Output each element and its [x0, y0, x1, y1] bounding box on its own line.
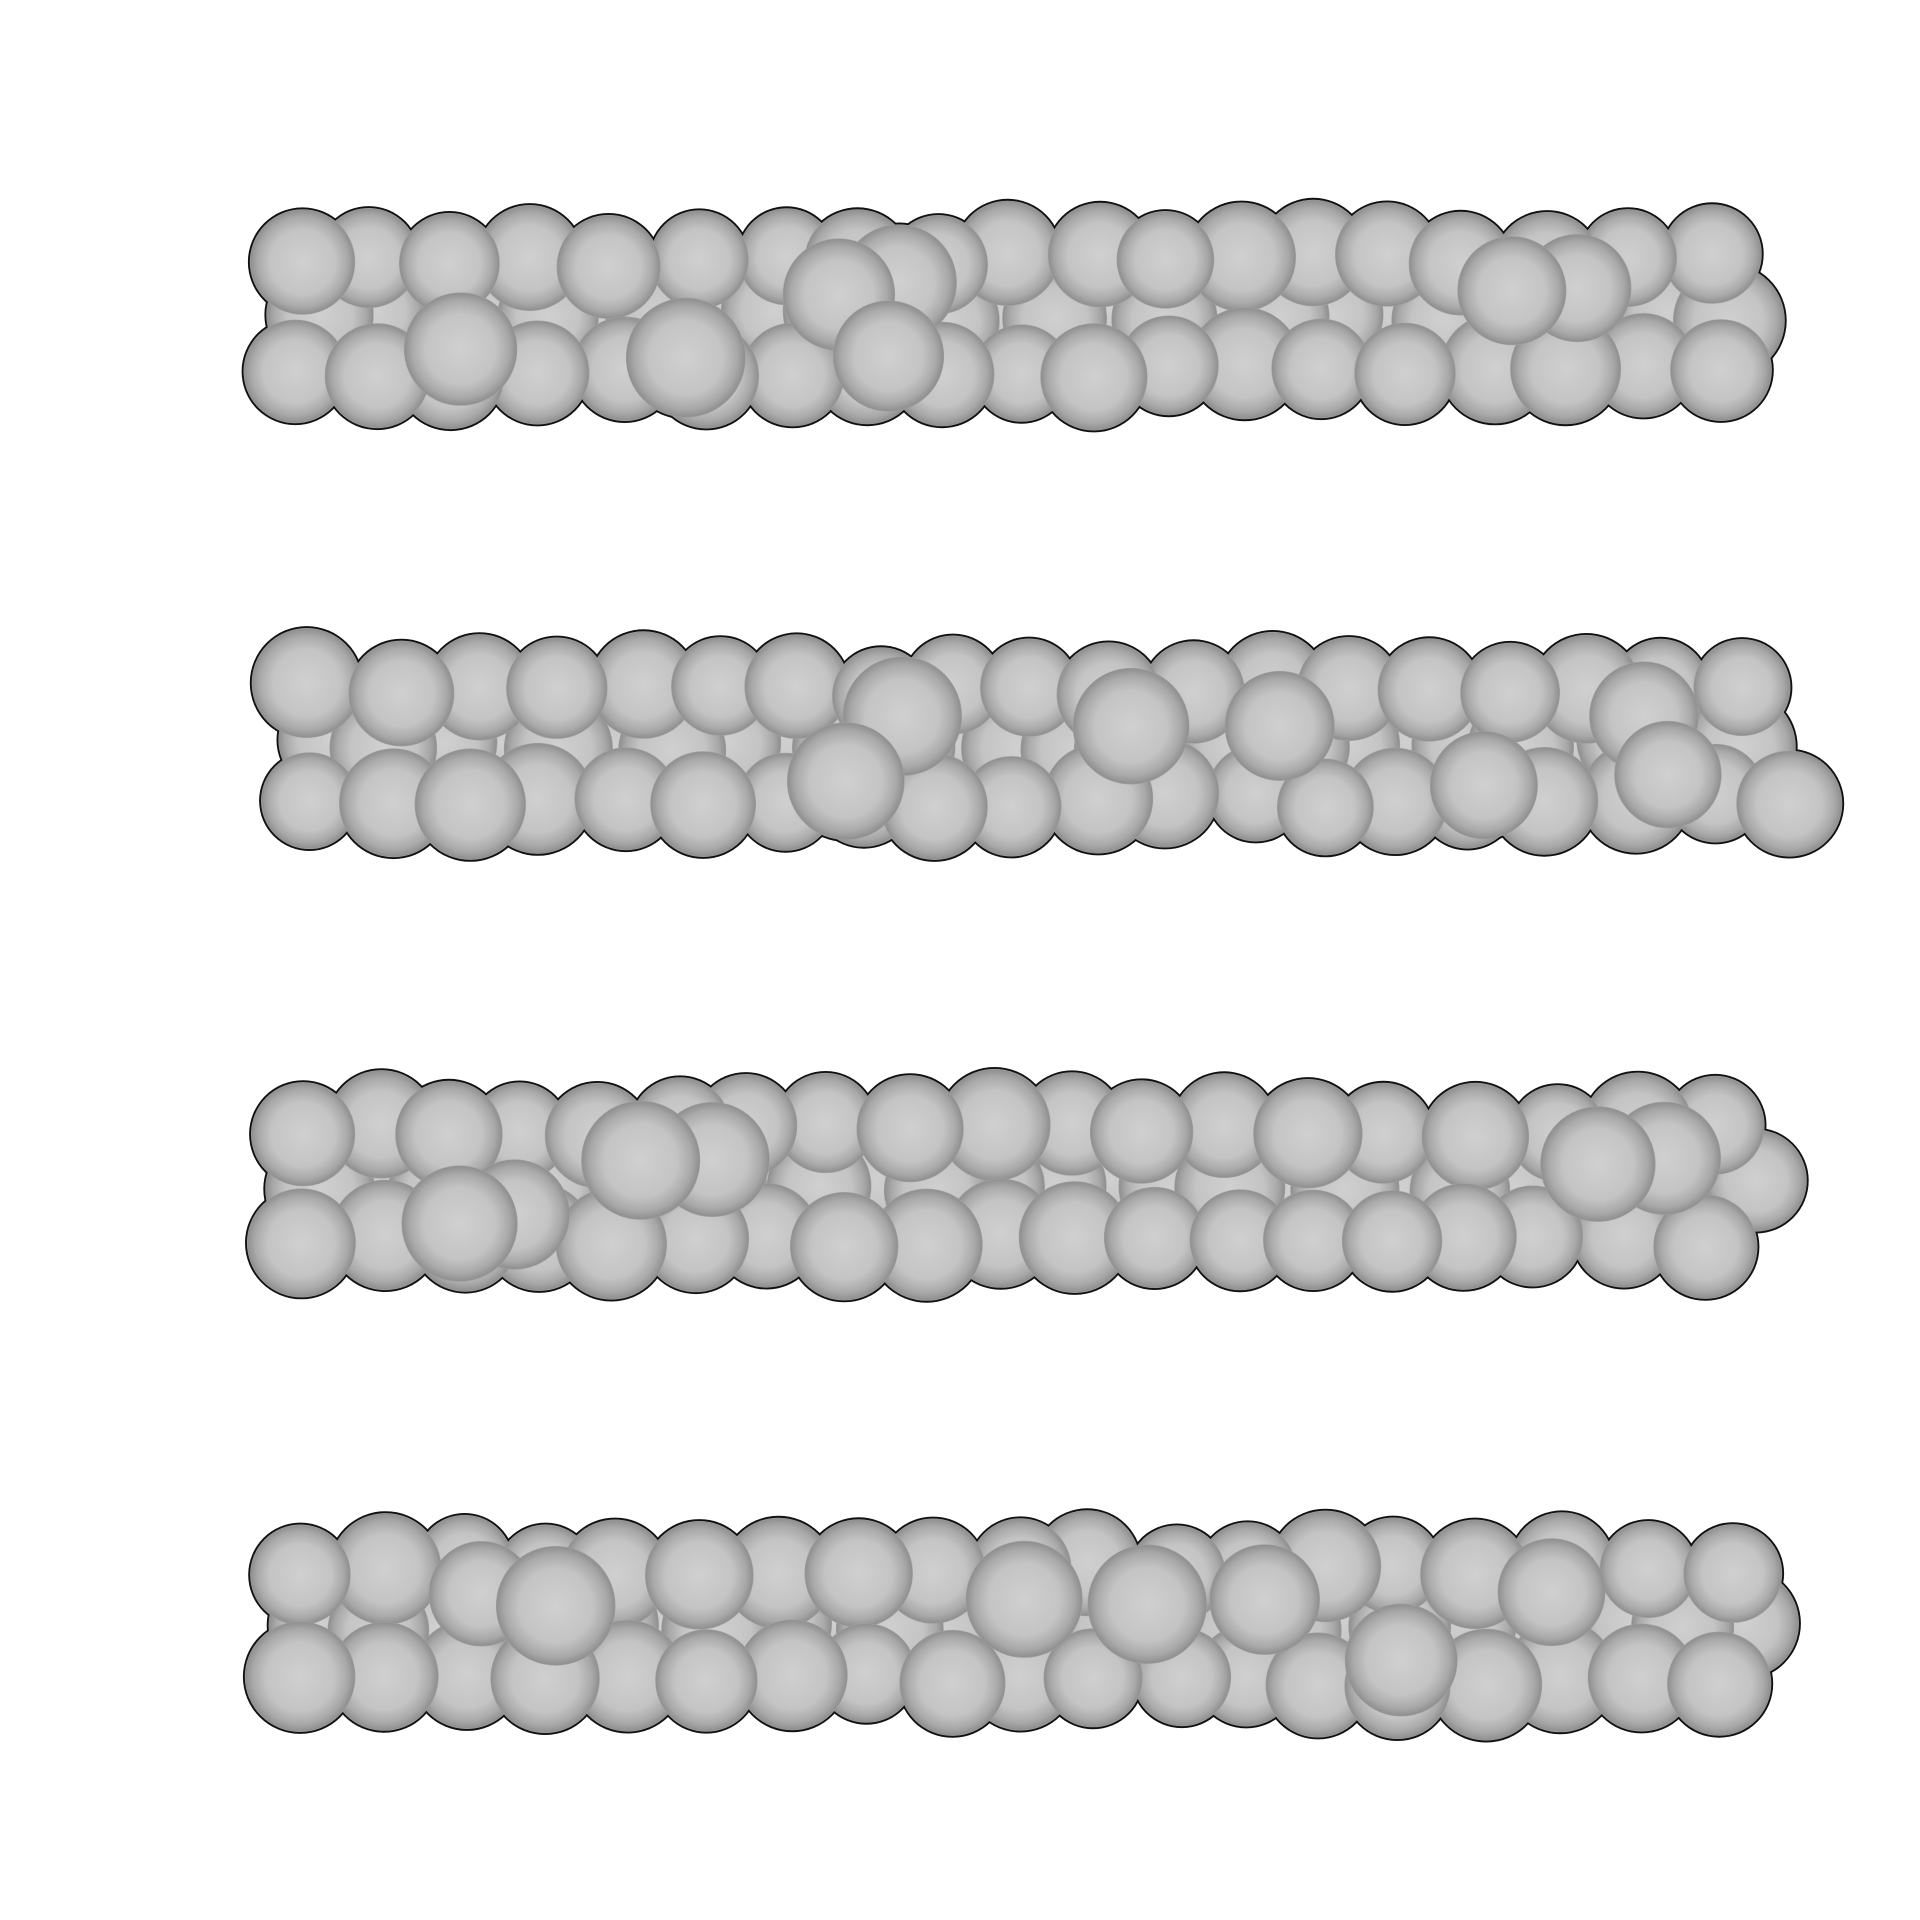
- sphere: [1614, 720, 1722, 829]
- rod-4: [242, 1508, 1801, 1743]
- rod-1: [241, 197, 1787, 433]
- sphere: [804, 1519, 913, 1628]
- sphere: [1736, 750, 1843, 857]
- sphere: [655, 1629, 758, 1732]
- sphere: [856, 1075, 964, 1183]
- sphere: [649, 210, 749, 309]
- sphere: [250, 1524, 351, 1626]
- sphere: [401, 1165, 518, 1282]
- sphere: [1341, 1190, 1443, 1291]
- sphere: [1277, 758, 1374, 856]
- sphere: [1460, 642, 1560, 743]
- sphere: [1429, 731, 1538, 840]
- sphere: [1087, 1544, 1207, 1664]
- sphere: [249, 209, 356, 315]
- sphere: [1683, 1524, 1783, 1623]
- sphere: [644, 1521, 754, 1630]
- rod-3: [245, 1067, 1809, 1303]
- rod-2: [249, 626, 1845, 862]
- sphere: [1662, 204, 1762, 304]
- sphere: [348, 640, 455, 747]
- sphere: [1599, 1521, 1697, 1619]
- sphere: [832, 300, 945, 412]
- sphere: [506, 637, 608, 739]
- sphere: [1667, 1631, 1772, 1736]
- sphere: [414, 748, 526, 860]
- sphere: [1421, 1082, 1530, 1191]
- sphere: [650, 751, 756, 857]
- sphere: [251, 627, 362, 738]
- sphere: [1224, 670, 1335, 781]
- sphere: [251, 1082, 356, 1187]
- sphere: [1089, 1080, 1194, 1184]
- sphere: [1497, 1538, 1606, 1647]
- sphere: [789, 1191, 899, 1301]
- sphere: [899, 1629, 1006, 1736]
- sphere: [581, 1100, 701, 1220]
- sphere: [1116, 210, 1215, 309]
- sphere: [1209, 1544, 1320, 1655]
- sphere: [625, 297, 746, 418]
- sphere: [1040, 323, 1148, 431]
- sphere: [1457, 236, 1567, 346]
- sphere: [1540, 1106, 1656, 1222]
- sphere: [246, 1188, 356, 1298]
- sphere: [1344, 1603, 1458, 1717]
- sphere: [1253, 1078, 1363, 1189]
- sphere: [1072, 667, 1190, 785]
- sphere: [495, 1546, 616, 1666]
- sphere: [1693, 638, 1791, 736]
- rods-layer: [241, 197, 1845, 1743]
- sphere: [1354, 322, 1456, 425]
- sphere: [403, 292, 518, 406]
- sphere: [965, 1540, 1083, 1658]
- sphere: [556, 214, 661, 319]
- sphere: [1670, 319, 1772, 421]
- sphere: [786, 722, 905, 841]
- sphere: [244, 1621, 356, 1732]
